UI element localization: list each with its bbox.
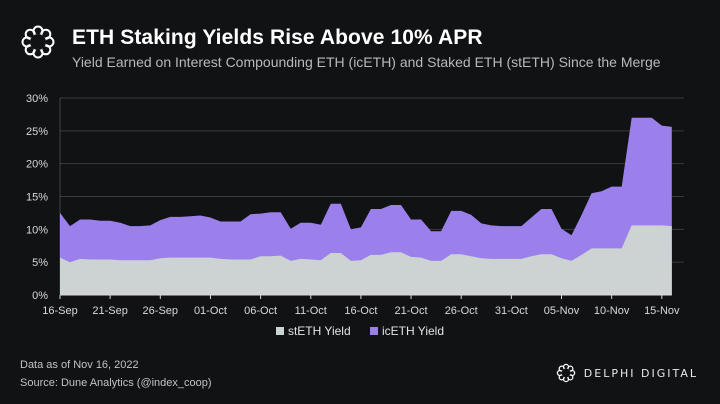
x-tick-label: 16-Sep — [42, 305, 77, 317]
chart-areas — [60, 117, 672, 295]
x-tick-label: 16-Oct — [344, 305, 377, 317]
legend-item-iceth: icETH Yield — [370, 324, 444, 338]
y-tick-label: 15% — [26, 192, 48, 204]
area-chart: 0% 5% 10% 15% 20% 25% 30% 16-Sep 21-Sep 26-Sep 01… — [26, 93, 684, 317]
legend: stETH Yield icETH Yield — [0, 324, 720, 338]
x-tick-label: 06-Oct — [244, 305, 277, 317]
legend-swatch-iceth — [370, 327, 378, 335]
y-tick-label: 0% — [32, 290, 48, 302]
x-tick-label: 31-Oct — [495, 305, 528, 317]
x-tick-label: 21-Oct — [395, 305, 428, 317]
data-source: Source: Dune Analytics (@index_coop) — [20, 377, 212, 389]
legend-swatch-steth — [275, 327, 284, 335]
x-tick-label: 26-Oct — [445, 305, 478, 317]
x-tick-label: 05-Nov — [544, 305, 580, 317]
area-iceth-yield — [60, 117, 672, 295]
legend-label-iceth: icETH Yield — [382, 324, 445, 338]
x-tick-label: 26-Sep — [143, 305, 178, 317]
y-tick-label: 20% — [26, 159, 48, 171]
brand-logo-icon — [556, 363, 576, 383]
area-steth-yield — [60, 225, 672, 295]
legend-label-steth: stETH Yield — [287, 324, 351, 338]
x-axis: 16-Sep 21-Sep 26-Sep 01-Oct 06-Oct 11-Oct 16-O… — [42, 98, 680, 317]
brand: DELPHI DIGITAL — [556, 363, 698, 383]
y-axis-ticks: 0% 5% 10% 15% 20% 25% 30% — [26, 93, 48, 302]
y-tick-label: 10% — [26, 224, 48, 236]
header-logo-icon — [21, 25, 55, 59]
legend-item-steth: stETH Yield — [275, 324, 351, 338]
y-tick-label: 5% — [32, 257, 48, 269]
footer-notes: Data as of Nov 16, 2022 Source: Dune Ana… — [20, 356, 212, 392]
y-tick-label: 30% — [26, 93, 48, 105]
chart-subtitle: Yield Earned on Interest Compounding ETH… — [72, 54, 661, 70]
x-tick-label: 15-Nov — [644, 305, 680, 317]
x-tick-label: 10-Nov — [594, 305, 630, 317]
x-tick-label: 11-Oct — [295, 305, 327, 317]
x-tick-label: 01-Oct — [194, 305, 227, 317]
x-tick-label: 21-Sep — [92, 305, 127, 317]
y-tick-label: 25% — [26, 126, 48, 138]
chart-title: ETH Staking Yields Rise Above 10% APR — [72, 26, 483, 49]
data-date-note: Data as of Nov 16, 2022 — [20, 359, 139, 371]
brand-name: DELPHI DIGITAL — [583, 366, 698, 380]
